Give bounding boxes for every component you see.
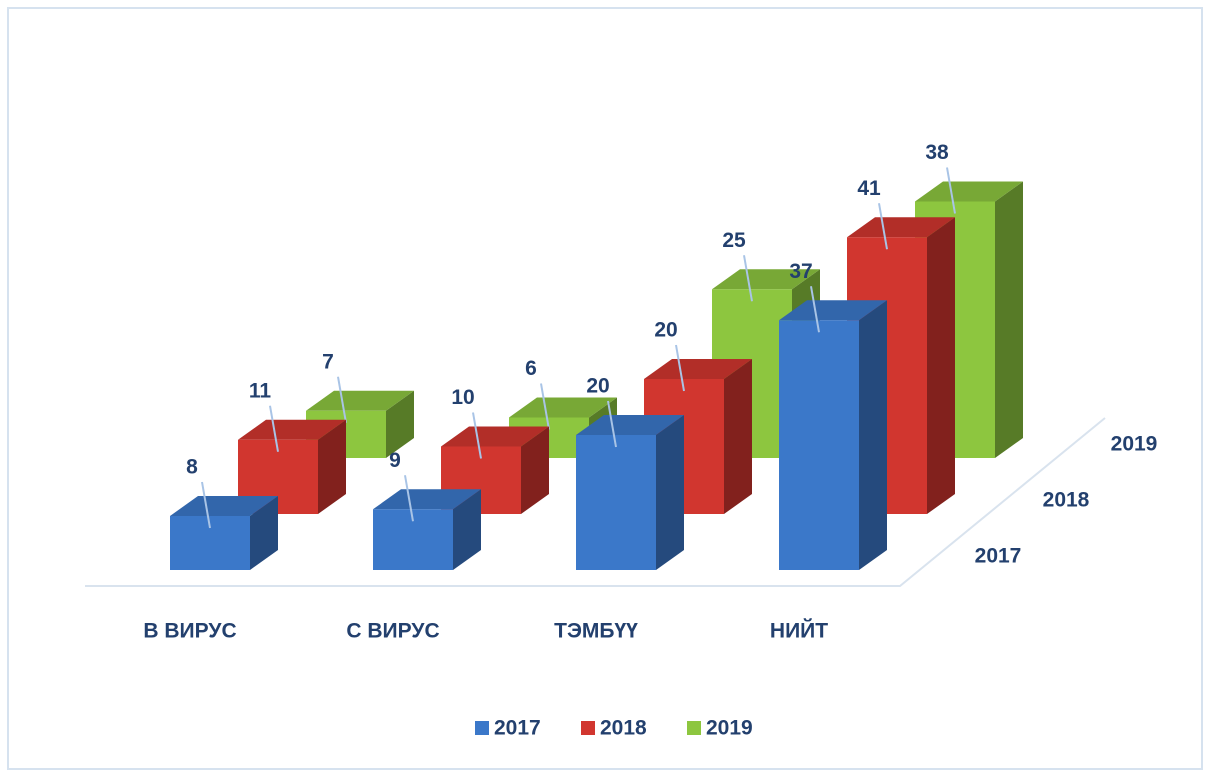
bar (576, 435, 656, 570)
category-label: ТЭМБҮҮ (554, 620, 638, 643)
legend-label: 2019 (706, 717, 753, 740)
data-label: 9 (389, 449, 401, 472)
depth-axis-label: 2018 (1043, 489, 1090, 512)
legend-swatch (687, 721, 701, 735)
leader-line (810, 286, 820, 333)
data-label: 37 (789, 260, 812, 283)
data-label: 8 (186, 456, 198, 479)
bar-top (509, 397, 617, 418)
data-label: 20 (654, 319, 677, 342)
data-label: 6 (525, 357, 537, 380)
bar-top (915, 181, 1023, 202)
bar-side (318, 419, 346, 514)
leader-line (540, 383, 550, 430)
bar-top (847, 217, 955, 238)
legend-label: 2018 (600, 717, 647, 740)
legend-label: 2017 (494, 717, 541, 740)
depth-axis-label: 2017 (975, 545, 1022, 568)
bar-side (724, 359, 752, 514)
data-label: 38 (925, 141, 949, 164)
bar-top (441, 426, 549, 447)
legend-swatch (475, 721, 489, 735)
data-label: 7 (322, 350, 334, 373)
frame (7, 7, 1203, 770)
depth-axis-label: 2019 (1111, 433, 1158, 456)
data-label: 41 (857, 177, 881, 200)
bar-top (373, 489, 481, 510)
bar-top (712, 269, 820, 290)
bar-top (170, 496, 278, 516)
floor (85, 417, 1106, 587)
bar-side (995, 181, 1023, 458)
bar-side (453, 489, 481, 570)
bar-side (386, 390, 414, 458)
category-label: В ВИРУС (143, 620, 236, 643)
category-label: С ВИРУС (346, 620, 439, 643)
leader-line (743, 255, 753, 302)
leader-line (675, 344, 685, 392)
data-label: 25 (722, 229, 746, 252)
leader-line (472, 412, 482, 459)
leader-line (404, 475, 414, 522)
bar-top (238, 419, 346, 440)
bar (779, 320, 859, 570)
bar-side (859, 300, 887, 570)
leader-line (201, 481, 211, 529)
bar-side (927, 217, 955, 514)
legend-swatch (581, 721, 595, 735)
bar-top (779, 300, 887, 321)
data-label: 11 (249, 379, 272, 402)
bar-side (250, 496, 278, 570)
data-label: 10 (451, 386, 474, 409)
category-label: НИЙТ (770, 619, 828, 643)
leader-line (269, 405, 279, 452)
bar-side (521, 426, 549, 514)
bar-top (306, 390, 414, 411)
bar-side (656, 415, 684, 570)
leader-line (878, 203, 888, 250)
leader-line (946, 167, 956, 214)
data-label: 20 (586, 375, 609, 398)
bar-top (644, 359, 752, 379)
leader-line (337, 376, 347, 423)
leader-line (607, 400, 617, 448)
bar-top (576, 415, 684, 435)
